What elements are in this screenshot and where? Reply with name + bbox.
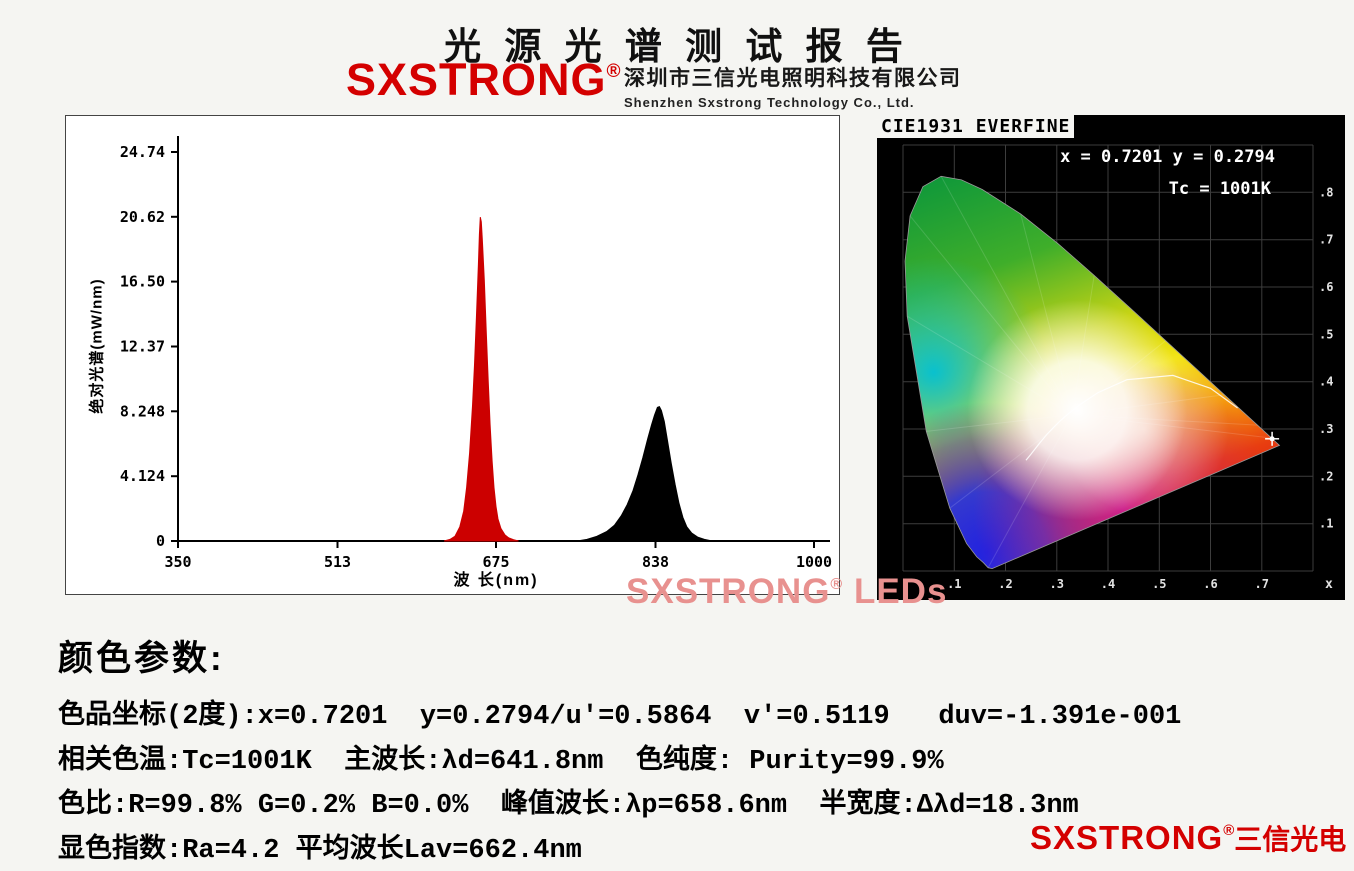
svg-text:.1: .1 xyxy=(1319,517,1333,531)
watermark-suffix: LEDs xyxy=(843,572,948,611)
company-name-en: Shenzhen Sxstrong Technology Co., Ltd. xyxy=(624,95,915,110)
svg-text:.4: .4 xyxy=(1101,577,1115,591)
cie-diagram-panel: CIE1931 EVERFINE x = 0.7201 y = 0.2794 T… xyxy=(877,115,1345,600)
param-line-cri: 显色指数:Ra=4.2 平均波长Lav=662.4nm xyxy=(58,836,582,866)
watermark-brand: SXSTRONG xyxy=(626,572,831,611)
spectrum-y-axis-label: 绝对光谱(mW/nm) xyxy=(88,278,106,414)
footer-brand-text: SXSTRONG xyxy=(1030,819,1224,856)
page-title: 光 源 光 谱 测 试 报 告 xyxy=(444,27,910,68)
svg-text:16.50: 16.50 xyxy=(120,273,165,291)
footer-brand-suffix: 三信光电 xyxy=(1234,824,1347,855)
company-block: 深圳市三信光电照明科技有限公司 Shenzhen Sxstrong Techno… xyxy=(624,62,962,110)
brand-logo: SXSTRONG® xyxy=(346,54,622,106)
svg-text:350: 350 xyxy=(164,553,191,571)
svg-text:1000: 1000 xyxy=(796,553,832,571)
param-line-cct: 相关色温:Tc=1001K 主波长:λd=641.8nm 色纯度: Purity… xyxy=(58,747,944,777)
registered-trademark-icon: ® xyxy=(606,61,622,82)
spectrum-chart: 0 4.124 8.248 12.37 16.50 20.62 24.74 350 513 675… xyxy=(120,136,832,571)
svg-text:.8: .8 xyxy=(1319,185,1333,199)
param-line-color-ratio: 色比:R=99.8% G=0.2% B=0.0% 峰值波长:λp=658.6nm… xyxy=(58,791,1079,821)
registered-trademark-icon: ® xyxy=(1223,822,1235,839)
svg-text:.3: .3 xyxy=(1049,577,1063,591)
svg-text:12.37: 12.37 xyxy=(120,338,165,356)
svg-text:.3: .3 xyxy=(1319,422,1333,436)
watermark: SXSTRONG® LEDs xyxy=(626,572,947,612)
cie-chromaticity-diagram: .8.7.6.5.4.3.2.1.1.2.3.4.5.6.7yx xyxy=(885,124,1333,592)
svg-text:x: x xyxy=(1325,577,1333,592)
svg-text:513: 513 xyxy=(324,553,351,571)
spectrum-chart-panel: 0 4.124 8.248 12.37 16.50 20.62 24.74 350 513 675… xyxy=(65,115,840,595)
svg-text:.6: .6 xyxy=(1203,577,1217,591)
svg-text:838: 838 xyxy=(642,553,669,571)
cie-tc-readout: Tc = 1001K xyxy=(1168,179,1271,199)
company-name-cn: 深圳市三信光电照明科技有限公司 xyxy=(624,67,962,90)
svg-text:.1: .1 xyxy=(947,577,961,591)
cie-xy-readout: x = 0.7201 y = 0.2794 xyxy=(1060,147,1275,167)
svg-text:0: 0 xyxy=(156,532,165,550)
svg-text:4.124: 4.124 xyxy=(120,467,165,485)
cie-title: CIE1931 EVERFINE xyxy=(877,115,1075,138)
svg-text:.7: .7 xyxy=(1254,577,1268,591)
svg-text:24.74: 24.74 xyxy=(120,143,165,161)
spectrum-x-axis-label: 波 长(nm) xyxy=(453,572,539,589)
brand-text: SXSTRONG xyxy=(346,54,607,105)
svg-text:.2: .2 xyxy=(1319,469,1333,483)
svg-text:.5: .5 xyxy=(1152,577,1166,591)
svg-text:.6: .6 xyxy=(1319,280,1333,294)
svg-text:.2: .2 xyxy=(998,577,1012,591)
svg-text:.5: .5 xyxy=(1319,327,1333,341)
svg-text:8.248: 8.248 xyxy=(120,402,165,420)
svg-text:675: 675 xyxy=(482,553,509,571)
footer-brand: SXSTRONG®三信光电 xyxy=(1030,818,1346,858)
color-parameters-heading: 颜色参数: xyxy=(58,639,225,678)
svg-text:.7: .7 xyxy=(1319,233,1333,247)
svg-text:.4: .4 xyxy=(1319,375,1333,389)
param-line-chromaticity: 色品坐标(2度):x=0.7201 y=0.2794/u'=0.5864 v'=… xyxy=(58,702,1182,732)
svg-text:20.62: 20.62 xyxy=(120,208,165,226)
registered-trademark-icon: ® xyxy=(830,576,844,593)
